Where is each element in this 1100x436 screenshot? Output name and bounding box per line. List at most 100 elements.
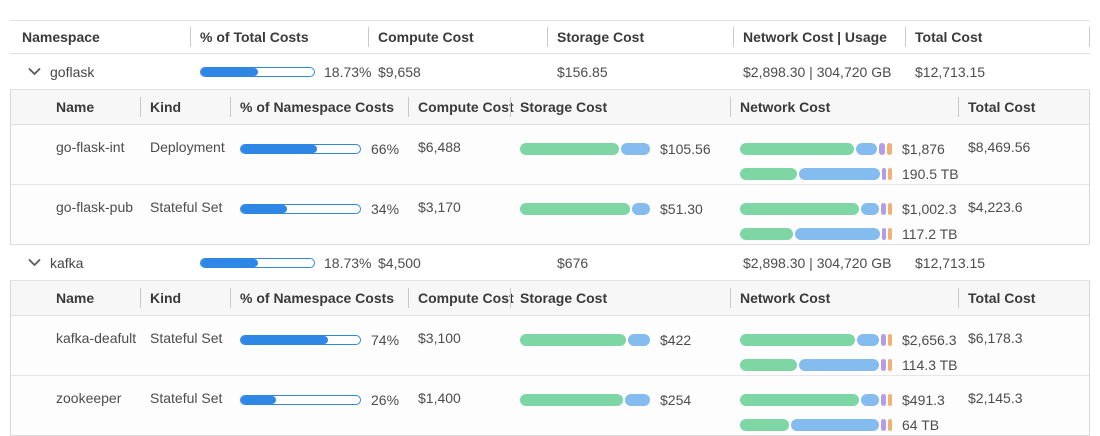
namespace-name-cell: kafka: [10, 255, 190, 271]
network-usage-value: 190.5 TB: [902, 165, 959, 182]
header-network-cost-usage: Network Cost | Usage: [733, 29, 905, 45]
bar-segment: [790, 418, 880, 431]
storage-cost-value: $105.56: [660, 140, 711, 157]
bar-segment: [879, 142, 886, 155]
network-cost-bar: [740, 202, 892, 215]
pct-total-costs-value: 18.73%: [324, 63, 372, 80]
bar-segment: [794, 227, 880, 240]
subheader-network-cost: Network Cost: [730, 99, 958, 115]
workload-total-cost: $6,178.3: [968, 330, 1023, 346]
header-total-cost: Total Cost: [905, 29, 1090, 45]
network-cost-value: $2,656.3: [902, 331, 957, 348]
namespace-section-kafka: kafka 18.73% $4,500 $676 $2,898.30 | 304…: [10, 245, 1090, 436]
pct-namespace-costs-bar: [240, 334, 361, 345]
workload-row-zookeeper: zookeeper Stateful Set 26% $1,400 $254: [11, 376, 1089, 436]
bar-segment: [520, 142, 620, 155]
bar-segment: [881, 393, 886, 406]
namespace-name: kafka: [50, 254, 84, 271]
bar-segment: [798, 358, 880, 371]
bar-segment: [740, 227, 793, 240]
bar-segment: [520, 333, 626, 346]
subheader-kind: Kind: [140, 99, 230, 115]
namespace-name: goflask: [50, 63, 95, 80]
bar-segment: [856, 142, 878, 155]
subheader-name: Name: [56, 290, 95, 306]
namespace-section-goflask: goflask 18.73% $9,658 $156.85 $2,898.30 …: [10, 54, 1090, 245]
workload-name: zookeeper: [56, 390, 122, 406]
storage-cost-value: $254: [660, 391, 692, 408]
workload-network-cell: $491.3 64 TB: [730, 376, 958, 434]
bar-segment: [887, 167, 892, 180]
subheader-compute-cost: Compute Cost: [408, 99, 514, 115]
namespace-pct-cell: 18.73%: [190, 63, 372, 80]
network-cost-value: $491.3: [902, 391, 945, 408]
storage-cost-value: $422: [660, 331, 692, 348]
workload-storage-cell: $254: [510, 376, 730, 409]
bar-segment: [887, 202, 892, 215]
bar-segment: [740, 202, 860, 215]
bar-segment: [740, 167, 797, 180]
workload-total-cost: $2,145.3: [968, 390, 1023, 406]
network-cost-bar: [740, 333, 892, 346]
namespace-row-kafka[interactable]: kafka 18.73% $4,500 $676 $2,898.30 | 304…: [10, 245, 1090, 281]
subheader-storage-cost: Storage Cost: [510, 99, 730, 115]
workload-network-cell: $1,002.3 117.2 TB: [730, 185, 958, 243]
bar-segment: [881, 418, 886, 431]
main-header-row: Namespace % of Total Costs Compute Cost …: [10, 20, 1090, 54]
subheader-name: Name: [56, 99, 95, 115]
subheader-network-cost: Network Cost: [730, 290, 958, 306]
bar-segment: [881, 227, 886, 240]
network-usage-bar: [740, 227, 892, 240]
subheader-total-cost: Total Cost: [958, 290, 1089, 306]
namespace-compute-cost: $4,500: [378, 254, 421, 271]
bar-segment: [740, 418, 789, 431]
bar-segment: [881, 358, 886, 371]
subtable-header-row: Name Kind % of Namespace Costs Compute C…: [11, 90, 1089, 125]
bar-segment: [887, 358, 892, 371]
bar-segment: [881, 202, 886, 215]
pct-namespace-costs-bar: [240, 394, 361, 405]
bar-segment: [627, 333, 650, 346]
workload-network-cell: $1,876 190.5 TB: [730, 125, 959, 183]
pct-namespace-costs-value: 66%: [371, 140, 400, 157]
workload-kind: Deployment: [150, 139, 225, 155]
workload-compute-cost: $3,170: [418, 199, 461, 215]
header-namespace: Namespace: [22, 29, 100, 45]
bar-segment: [631, 202, 650, 215]
subheader-pct-namespace-costs: % of Namespace Costs: [230, 290, 408, 306]
bar-segment: [740, 142, 855, 155]
subheader-storage-cost: Storage Cost: [510, 290, 730, 306]
pct-total-costs-bar: [200, 66, 315, 77]
storage-cost-value: $51.30: [660, 200, 703, 217]
subheader-compute-cost: Compute Cost: [408, 290, 514, 306]
workload-subtable-kafka: Name Kind % of Namespace Costs Compute C…: [10, 281, 1090, 436]
bar-segment: [887, 418, 892, 431]
workload-kind: Stateful Set: [150, 199, 223, 215]
pct-namespace-costs-value: 34%: [371, 200, 400, 217]
namespace-cost-table: Namespace % of Total Costs Compute Cost …: [10, 20, 1090, 436]
bar-segment: [740, 333, 855, 346]
bar-segment: [887, 333, 892, 346]
chevron-down-icon[interactable]: [28, 258, 41, 267]
namespace-network-cost-usage: $2,898.30 | 304,720 GB: [743, 254, 892, 271]
header-storage-cost: Storage Cost: [547, 29, 733, 45]
workload-kind: Stateful Set: [150, 390, 223, 406]
namespace-storage-cost: $156.85: [557, 63, 608, 80]
subheader-total-cost: Total Cost: [958, 99, 1089, 115]
pct-namespace-costs-bar: [240, 143, 361, 154]
network-cost-value: $1,002.3: [902, 200, 957, 217]
pct-namespace-costs-bar: [240, 203, 361, 214]
header-pct-total-costs: % of Total Costs: [190, 29, 368, 45]
namespace-row-goflask[interactable]: goflask 18.73% $9,658 $156.85 $2,898.30 …: [10, 54, 1090, 90]
workload-name: go-flask-pub: [56, 199, 134, 215]
bar-segment: [856, 333, 880, 346]
bar-segment: [520, 393, 624, 406]
workload-storage-cell: $105.56: [510, 125, 730, 158]
network-cost-value: $1,876: [902, 140, 945, 157]
subtable-header-row: Name Kind % of Namespace Costs Compute C…: [11, 281, 1089, 316]
bar-segment: [740, 358, 797, 371]
namespace-network-cost-usage: $2,898.30 | 304,720 GB: [743, 63, 892, 80]
chevron-down-icon[interactable]: [28, 67, 41, 76]
workload-total-cost: $4,223.6: [968, 199, 1023, 215]
